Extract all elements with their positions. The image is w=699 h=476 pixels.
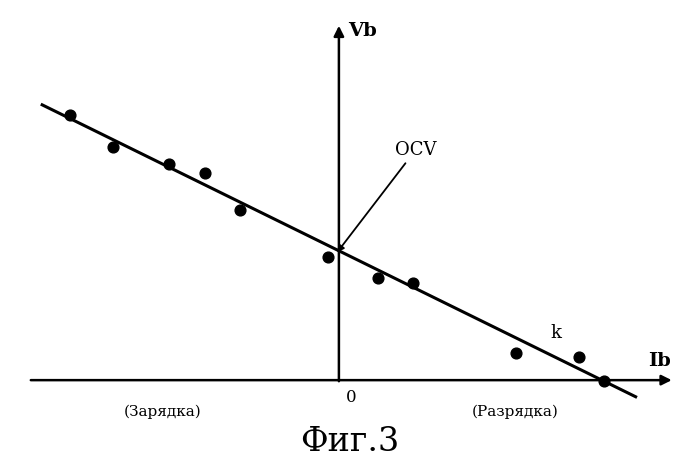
Text: Фиг.3: Фиг.3 bbox=[300, 425, 399, 457]
Point bbox=[199, 170, 210, 178]
Point bbox=[372, 274, 383, 282]
Point bbox=[408, 280, 419, 288]
Text: k: k bbox=[551, 323, 562, 341]
Text: OCV: OCV bbox=[338, 141, 437, 251]
Text: 0: 0 bbox=[346, 388, 357, 405]
Point bbox=[323, 254, 334, 261]
Point bbox=[573, 354, 584, 361]
Point bbox=[107, 144, 118, 152]
Text: Ib: Ib bbox=[648, 351, 671, 369]
Point bbox=[234, 207, 245, 214]
Point bbox=[65, 112, 76, 119]
Point bbox=[164, 160, 175, 168]
Text: (Зарядка): (Зарядка) bbox=[124, 404, 201, 418]
Point bbox=[510, 349, 521, 357]
Text: Vb: Vb bbox=[348, 22, 377, 40]
Text: (Разрядка): (Разрядка) bbox=[472, 404, 559, 418]
Point bbox=[598, 377, 610, 385]
